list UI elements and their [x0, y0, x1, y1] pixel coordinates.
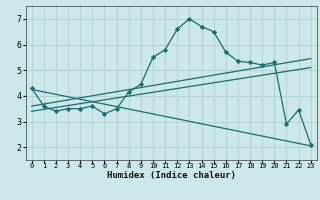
X-axis label: Humidex (Indice chaleur): Humidex (Indice chaleur)	[107, 171, 236, 180]
